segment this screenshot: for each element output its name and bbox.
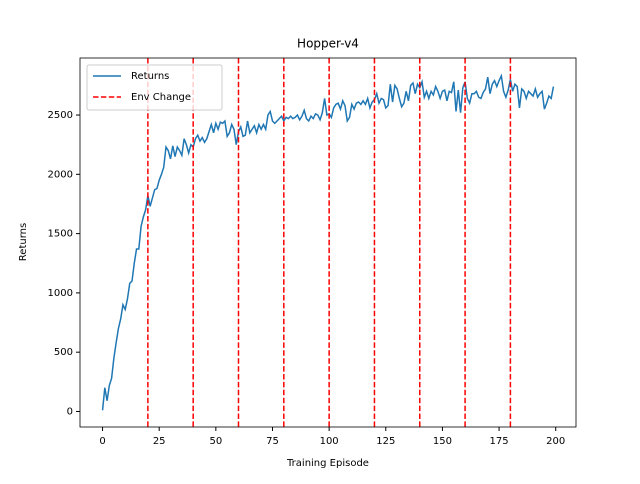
y-axis-label: Returns — [18, 223, 29, 261]
y-tick-label: 0 — [67, 406, 73, 417]
y-tick-label: 1500 — [48, 229, 73, 240]
plot-frame — [79, 57, 577, 428]
y-tick-label: 2000 — [48, 169, 73, 180]
x-tick-label: 100 — [320, 436, 339, 447]
x-tick-label: 200 — [546, 436, 565, 447]
legend-label: Returns — [131, 71, 169, 82]
x-tick-label: 0 — [99, 436, 105, 447]
x-tick-label: 50 — [209, 436, 222, 447]
x-tick-label: 175 — [490, 436, 509, 447]
chart-title: Hopper-v4 — [297, 37, 359, 51]
x-tick-label: 150 — [433, 436, 452, 447]
x-tick-label: 25 — [153, 436, 166, 447]
x-tick-label: 75 — [266, 436, 279, 447]
x-tick-label: 125 — [376, 436, 395, 447]
y-tick-label: 2500 — [48, 110, 73, 121]
x-axis-label: Training Episode — [286, 458, 369, 469]
data-line — [101, 73, 555, 411]
y-tick-label: 1000 — [48, 288, 73, 299]
y-tick-label: 500 — [54, 347, 73, 358]
legend-label: Env Change — [131, 92, 191, 103]
